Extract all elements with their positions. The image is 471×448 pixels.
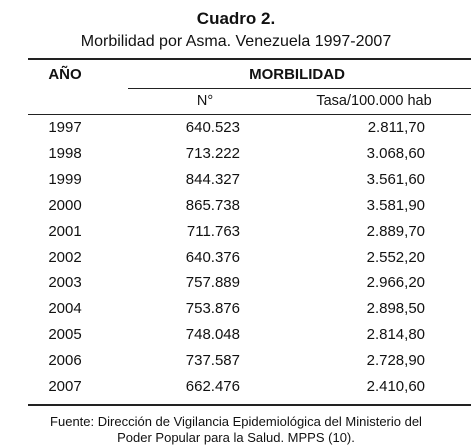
- header-rule: [28, 114, 471, 115]
- year-cell: 1998: [48, 144, 82, 162]
- year-cell: 1997: [48, 119, 82, 136]
- year-cell: 2002: [48, 248, 82, 266]
- value-cell: 3.068,60: [366, 144, 425, 162]
- value-cell: 640.523: [185, 119, 240, 136]
- value-cell: 3.581,90: [366, 196, 425, 214]
- value-cell: 662.476: [185, 378, 240, 395]
- subheader-rule: [128, 88, 471, 89]
- footnote: Fuente: Dirección de Vigilancia Epidemio…: [50, 414, 422, 429]
- value-cell: 711.763: [186, 222, 240, 240]
- value-cell: 2.966,20: [366, 274, 425, 292]
- value-cell: 2.811,70: [367, 119, 425, 136]
- subtitle: Morbilidad por Asma. Venezuela 1997-2007: [80, 33, 392, 50]
- year-cell: 2004: [48, 300, 82, 318]
- year-cell: 2005: [48, 326, 82, 344]
- value-cell: 3.561,60: [366, 170, 425, 188]
- year-cell: 2001: [48, 222, 82, 240]
- year-cell: 1999: [48, 170, 82, 188]
- column-header: AÑO: [48, 66, 82, 83]
- value-cell: 713.222: [185, 144, 240, 162]
- year-cell: 2003: [48, 274, 82, 292]
- column-header: MORBILIDAD: [249, 66, 345, 83]
- value-cell: 640.376: [185, 248, 240, 266]
- value-cell: 865.738: [185, 196, 240, 214]
- top-rule: [28, 58, 471, 60]
- value-cell: 2.552,20: [366, 248, 425, 266]
- value-cell: 748.048: [185, 326, 240, 344]
- value-cell: 844.327: [185, 170, 240, 188]
- value-cell: 2.728,90: [366, 352, 425, 370]
- footnote: Poder Popular para la Salud. MPPS (10).: [117, 430, 355, 445]
- year-cell: 2006: [48, 352, 82, 370]
- value-cell: 737.587: [185, 352, 240, 370]
- subcolumn-header: Tasa/100.000 hab: [316, 93, 432, 109]
- year-cell: 2007: [48, 378, 82, 395]
- value-cell: 757.889: [185, 274, 240, 292]
- value-cell: 2.814,80: [366, 326, 425, 344]
- bottom-rule: [28, 404, 471, 406]
- value-cell: 2.410,60: [366, 378, 425, 395]
- value-cell: 2.898,50: [366, 300, 425, 318]
- subcolumn-header: N°: [196, 93, 214, 109]
- title: Cuadro 2.: [196, 9, 276, 28]
- value-cell: 2.889,70: [366, 222, 425, 240]
- year-cell: 2000: [48, 196, 82, 214]
- value-cell: 753.876: [185, 300, 240, 318]
